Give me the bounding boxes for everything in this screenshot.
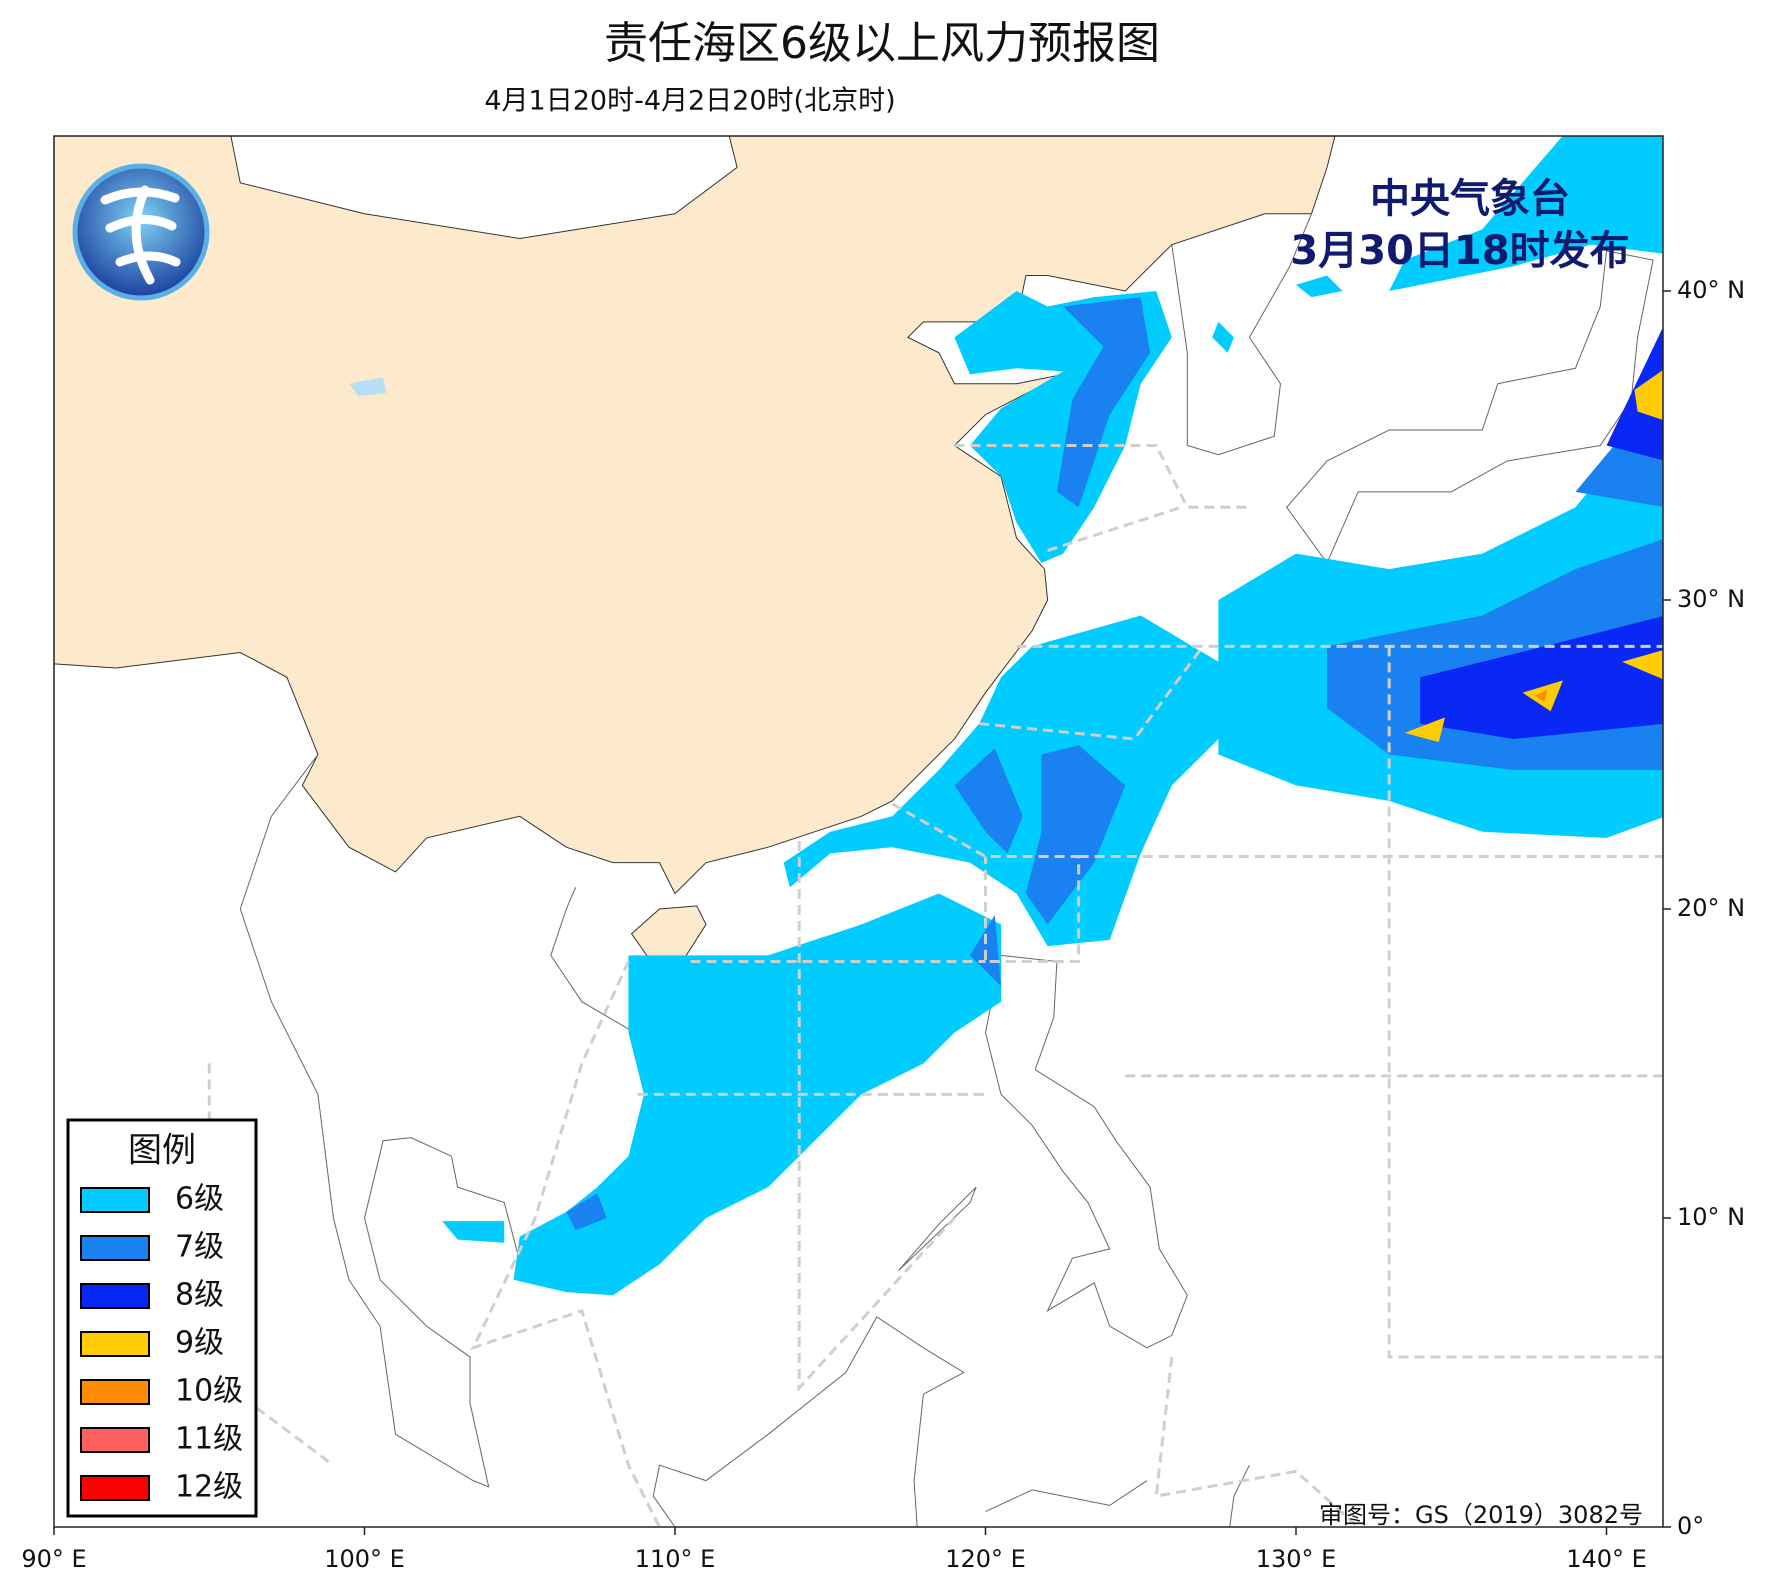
legend-swatch (80, 1283, 150, 1309)
legend-label: 6级 (175, 1182, 224, 1217)
legend-label: 8级 (175, 1278, 224, 1313)
legend-swatch (80, 1235, 150, 1261)
lon-tick-label: 140° E (1566, 1545, 1647, 1573)
legend-label: 7级 (175, 1230, 224, 1265)
legend: 图例 6级 7级 8级 9级 10级 11级 12级 (66, 1118, 258, 1518)
china-land (54, 136, 1343, 894)
legend-swatch (80, 1187, 150, 1213)
map-subtitle: 4月1日20时-4月2日20时(北京时) (484, 86, 895, 117)
wind-area (1056, 297, 1151, 508)
lat-tick-label: 0° (1677, 1512, 1704, 1540)
map-title: 责任海区6级以上风力预报图 (604, 18, 1160, 69)
lon-tick-label: 110° E (635, 1545, 716, 1573)
logo-circle (72, 163, 210, 301)
lon-tick-label: 120° E (945, 1545, 1026, 1573)
wind-area (1535, 689, 1548, 702)
wind-area (783, 615, 1250, 947)
legend-label: 12级 (175, 1470, 243, 1505)
legend-box (66, 1118, 258, 1518)
legend-swatch (80, 1331, 150, 1357)
lat-tick-label: 10° N (1677, 1203, 1745, 1231)
qinghai-lake (348, 377, 387, 397)
legend-swatch (80, 1379, 150, 1405)
lon-tick-label: 130° E (1256, 1545, 1337, 1573)
lat-tick-label: 30° N (1677, 585, 1745, 613)
mongolia (225, 136, 737, 239)
logo-glyph (100, 185, 181, 285)
approval-number: 审图号：GS（2019）3082号 (1319, 1501, 1643, 1529)
lon-tick-label: 90° E (21, 1545, 86, 1573)
wind-area (1420, 327, 1663, 740)
wind-area (1404, 369, 1663, 743)
map-area (54, 136, 1663, 1527)
wind-area (442, 1221, 505, 1243)
logo (72, 163, 210, 301)
legend-swatch (80, 1475, 150, 1501)
legend-swatch (80, 1427, 150, 1453)
issuer-name: 中央气象台 (1370, 176, 1570, 222)
wind-area (1212, 136, 1663, 353)
map-frame (53, 135, 1664, 1528)
legend-label: 10级 (175, 1374, 243, 1409)
wind-area (954, 745, 1126, 925)
lon-tick-label: 100° E (324, 1545, 405, 1573)
lat-tick-label: 20° N (1677, 894, 1745, 922)
legend-label: 11级 (175, 1422, 243, 1457)
lat-tick-label: 40° N (1677, 276, 1745, 304)
legend-title: 图例 (128, 1131, 196, 1171)
legend-label: 9级 (175, 1326, 224, 1361)
issue-time: 3月30日18时发布 (1290, 228, 1629, 274)
